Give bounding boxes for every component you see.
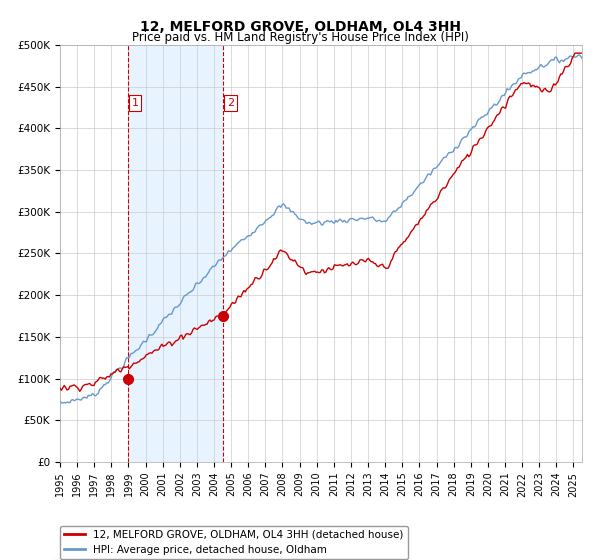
- Legend: 12, MELFORD GROVE, OLDHAM, OL4 3HH (detached house), HPI: Average price, detache: 12, MELFORD GROVE, OLDHAM, OL4 3HH (deta…: [60, 526, 408, 559]
- Text: 2: 2: [227, 98, 234, 108]
- Text: Price paid vs. HM Land Registry's House Price Index (HPI): Price paid vs. HM Land Registry's House …: [131, 31, 469, 44]
- Text: 12, MELFORD GROVE, OLDHAM, OL4 3HH: 12, MELFORD GROVE, OLDHAM, OL4 3HH: [139, 20, 461, 34]
- Text: 1: 1: [132, 98, 139, 108]
- Bar: [128, 45, 223, 462]
